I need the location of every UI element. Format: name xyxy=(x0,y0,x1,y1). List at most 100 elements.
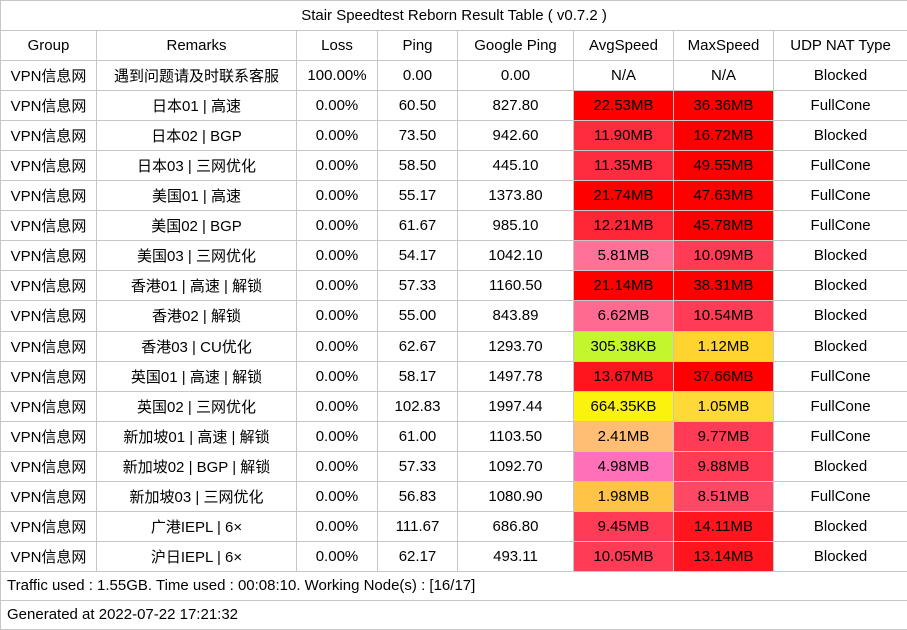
ping-cell: 62.67 xyxy=(377,330,458,362)
max-speed-cell: 1.12MB xyxy=(673,330,774,362)
group-cell: VPN信息网 xyxy=(0,330,97,362)
max-speed-cell: 9.88MB xyxy=(673,450,774,482)
table-row: VPN信息网 新加坡02 | BGP | 解锁 0.00% 57.33 1092… xyxy=(0,450,907,482)
ping-cell: 57.33 xyxy=(377,450,458,482)
loss-cell: 0.00% xyxy=(296,240,378,272)
avg-speed-cell: 22.53MB xyxy=(573,90,674,122)
table-row: VPN信息网 沪日IEPL | 6× 0.00% 62.17 493.11 10… xyxy=(0,540,907,572)
udp-nat-cell: Blocked xyxy=(772,240,907,272)
remarks-cell: 香港02 | 解锁 xyxy=(96,300,297,332)
loss-cell: 0.00% xyxy=(296,540,378,572)
udp-nat-cell: Blocked xyxy=(772,540,907,572)
column-header-avg-speed: AvgSpeed xyxy=(573,30,674,62)
group-cell: VPN信息网 xyxy=(0,150,97,182)
google-ping-cell: 1103.50 xyxy=(457,420,574,452)
avg-speed-cell: 4.98MB xyxy=(573,450,674,482)
remarks-cell: 英国01 | 高速 | 解锁 xyxy=(96,360,297,392)
google-ping-cell: 445.10 xyxy=(457,150,574,182)
table-row: VPN信息网 美国03 | 三网优化 0.00% 54.17 1042.10 5… xyxy=(0,240,907,272)
google-ping-cell: 985.10 xyxy=(457,210,574,242)
group-cell: VPN信息网 xyxy=(0,390,97,422)
column-header-max-speed: MaxSpeed xyxy=(673,30,774,62)
udp-nat-cell: Blocked xyxy=(772,120,907,152)
remarks-cell: 遇到问题请及时联系客服 xyxy=(96,60,297,92)
avg-speed-cell: 1.98MB xyxy=(573,480,674,512)
table-row: VPN信息网 日本02 | BGP 0.00% 73.50 942.60 11.… xyxy=(0,120,907,152)
generated-timestamp: Generated at 2022-07-22 17:21:32 xyxy=(0,599,907,630)
ping-cell: 55.17 xyxy=(377,180,458,212)
group-cell: VPN信息网 xyxy=(0,120,97,152)
avg-speed-cell: 21.74MB xyxy=(573,180,674,212)
loss-cell: 0.00% xyxy=(296,420,378,452)
remarks-cell: 美国03 | 三网优化 xyxy=(96,240,297,272)
avg-speed-cell: 305.38KB xyxy=(573,330,674,362)
table-row: VPN信息网 遇到问题请及时联系客服 100.00% 0.00 0.00 N/A… xyxy=(0,60,907,92)
remarks-cell: 新加坡01 | 高速 | 解锁 xyxy=(96,420,297,452)
max-speed-cell: 13.14MB xyxy=(673,540,774,572)
ping-cell: 60.50 xyxy=(377,90,458,122)
loss-cell: 0.00% xyxy=(296,90,378,122)
remarks-cell: 日本02 | BGP xyxy=(96,120,297,152)
avg-speed-cell: 21.14MB xyxy=(573,270,674,302)
group-cell: VPN信息网 xyxy=(0,240,97,272)
remarks-cell: 广港IEPL | 6× xyxy=(96,510,297,542)
group-cell: VPN信息网 xyxy=(0,270,97,302)
loss-cell: 0.00% xyxy=(296,390,378,422)
table-row: VPN信息网 美国01 | 高速 0.00% 55.17 1373.80 21.… xyxy=(0,180,907,212)
group-cell: VPN信息网 xyxy=(0,180,97,212)
table-row: VPN信息网 新加坡01 | 高速 | 解锁 0.00% 61.00 1103.… xyxy=(0,420,907,452)
udp-nat-cell: FullCone xyxy=(772,480,907,512)
group-cell: VPN信息网 xyxy=(0,360,97,392)
remarks-cell: 香港03 | CU优化 xyxy=(96,330,297,362)
ping-cell: 73.50 xyxy=(377,120,458,152)
max-speed-cell: 47.63MB xyxy=(673,180,774,212)
ping-cell: 0.00 xyxy=(377,60,458,92)
ping-cell: 62.17 xyxy=(377,540,458,572)
udp-nat-cell: Blocked xyxy=(772,510,907,542)
column-header-loss: Loss xyxy=(296,30,378,62)
loss-cell: 0.00% xyxy=(296,510,378,542)
ping-cell: 54.17 xyxy=(377,240,458,272)
table-row: VPN信息网 美国02 | BGP 0.00% 61.67 985.10 12.… xyxy=(0,210,907,242)
avg-speed-cell: 13.67MB xyxy=(573,360,674,392)
remarks-cell: 新加坡02 | BGP | 解锁 xyxy=(96,450,297,482)
udp-nat-cell: Blocked xyxy=(772,60,907,92)
loss-cell: 0.00% xyxy=(296,120,378,152)
google-ping-cell: 1293.70 xyxy=(457,330,574,362)
avg-speed-cell: 664.35KB xyxy=(573,390,674,422)
table-row: VPN信息网 新加坡03 | 三网优化 0.00% 56.83 1080.90 … xyxy=(0,480,907,512)
avg-speed-cell: 10.05MB xyxy=(573,540,674,572)
ping-cell: 61.00 xyxy=(377,420,458,452)
column-header-google-ping: Google Ping xyxy=(457,30,574,62)
max-speed-cell: 36.36MB xyxy=(673,90,774,122)
table-row: VPN信息网 香港03 | CU优化 0.00% 62.67 1293.70 3… xyxy=(0,330,907,362)
loss-cell: 0.00% xyxy=(296,450,378,482)
max-speed-cell: N/A xyxy=(673,60,774,92)
table-row: VPN信息网 日本03 | 三网优化 0.00% 58.50 445.10 11… xyxy=(0,150,907,182)
google-ping-cell: 1997.44 xyxy=(457,390,574,422)
max-speed-cell: 16.72MB xyxy=(673,120,774,152)
column-header-remarks: Remarks xyxy=(96,30,297,62)
udp-nat-cell: FullCone xyxy=(772,150,907,182)
udp-nat-cell: Blocked xyxy=(772,450,907,482)
udp-nat-cell: FullCone xyxy=(772,420,907,452)
column-header-ping: Ping xyxy=(377,30,458,62)
avg-speed-cell: N/A xyxy=(573,60,674,92)
udp-nat-cell: Blocked xyxy=(772,270,907,302)
ping-cell: 102.83 xyxy=(377,390,458,422)
ping-cell: 58.17 xyxy=(377,360,458,392)
udp-nat-cell: FullCone xyxy=(772,390,907,422)
avg-speed-cell: 5.81MB xyxy=(573,240,674,272)
group-cell: VPN信息网 xyxy=(0,300,97,332)
google-ping-cell: 1042.10 xyxy=(457,240,574,272)
udp-nat-cell: FullCone xyxy=(772,210,907,242)
column-header-udp-nat-type: UDP NAT Type xyxy=(772,30,907,62)
loss-cell: 0.00% xyxy=(296,480,378,512)
google-ping-cell: 1497.78 xyxy=(457,360,574,392)
ping-cell: 56.83 xyxy=(377,480,458,512)
column-header-group: Group xyxy=(0,30,97,62)
avg-speed-cell: 12.21MB xyxy=(573,210,674,242)
remarks-cell: 新加坡03 | 三网优化 xyxy=(96,480,297,512)
table-row: VPN信息网 广港IEPL | 6× 0.00% 111.67 686.80 9… xyxy=(0,510,907,542)
